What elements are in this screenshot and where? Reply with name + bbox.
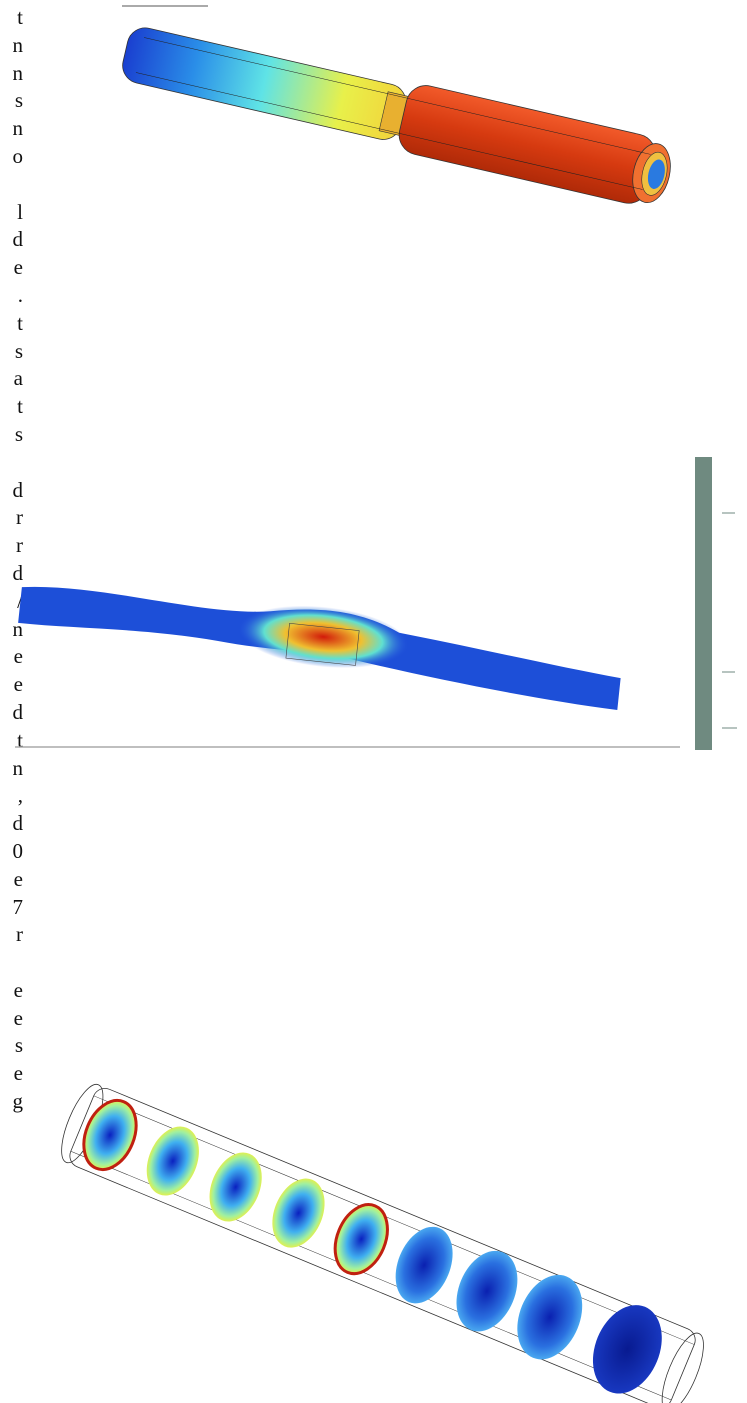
text-line: t xyxy=(17,310,23,335)
text-line: t xyxy=(17,5,23,29)
figure-bottom xyxy=(61,1083,704,1403)
text-line: e xyxy=(13,977,23,1002)
text-line: n xyxy=(12,32,24,57)
text-line: 0 xyxy=(12,838,24,863)
text-line: s xyxy=(14,1033,23,1058)
text-line: s xyxy=(14,421,23,446)
text-line: e xyxy=(13,255,23,280)
text-line: d xyxy=(12,560,24,585)
text-line: e xyxy=(13,644,23,669)
text-line: e xyxy=(13,866,23,891)
text-line: . xyxy=(17,282,23,307)
text-line: r xyxy=(16,505,23,530)
text-line: s xyxy=(14,88,23,113)
text-line: l xyxy=(17,199,23,224)
paragraph: d r r d / n e e d t n, d 0 e 7 r xyxy=(0,477,24,950)
text-line: e xyxy=(13,1005,23,1030)
text-line: d xyxy=(12,811,24,836)
text-line: e xyxy=(13,1061,23,1086)
text-line: t xyxy=(17,727,23,752)
text-line: t xyxy=(17,394,23,419)
text-line: , xyxy=(17,783,23,808)
text-line: / xyxy=(17,588,23,613)
text-line: d xyxy=(12,477,24,502)
text-line: g xyxy=(12,1089,24,1114)
text-line: n xyxy=(12,616,24,641)
text-line: d xyxy=(12,227,24,252)
text-line: o xyxy=(12,143,24,168)
figure-top xyxy=(122,27,671,204)
text-line: n xyxy=(12,755,24,780)
text-line: d xyxy=(12,699,24,724)
text-line: r xyxy=(16,533,23,558)
text-line: r xyxy=(16,922,23,947)
text-line: s xyxy=(14,338,23,363)
scale-bar xyxy=(695,457,712,750)
text-line: n xyxy=(12,116,24,141)
text-line: a xyxy=(13,366,23,391)
text-line: 7 xyxy=(12,894,24,919)
text-column: t n n s n o l d e. t s a t s d r r d / n e e d t n, d 0 e 7 r e e s e g xyxy=(0,4,24,1144)
text-line: n xyxy=(12,60,24,85)
text-line: e xyxy=(13,672,23,697)
figure-middle xyxy=(18,586,621,711)
